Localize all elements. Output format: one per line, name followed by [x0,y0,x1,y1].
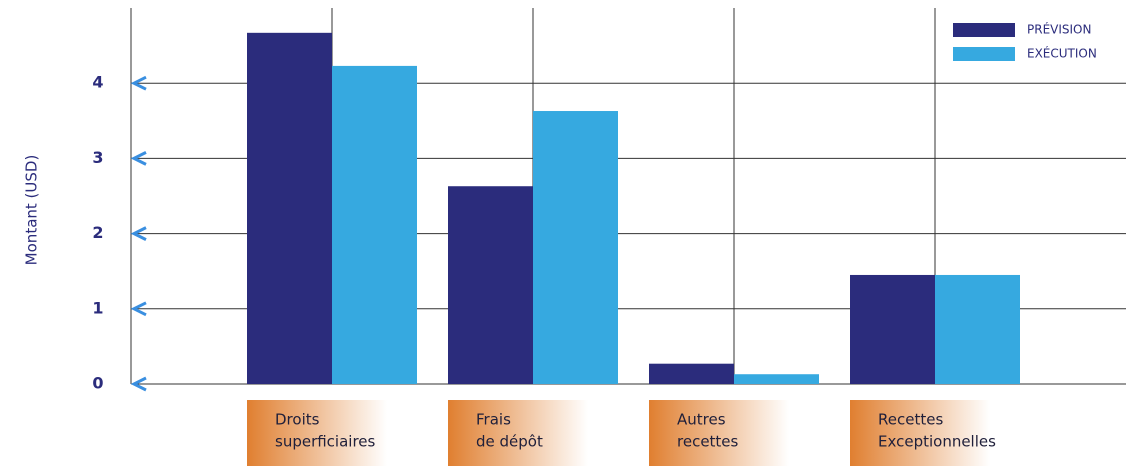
category-box [448,400,588,466]
bar [332,65,417,385]
bar [533,111,618,385]
bar [734,374,819,384]
x-tick-label: Droits [275,411,320,429]
tick-arrow [130,301,147,317]
legend-swatch [953,23,1015,37]
bar [850,274,935,384]
bar [649,363,734,384]
tick-arrow [130,376,147,392]
x-tick-label: superficiaires [275,433,376,451]
bar [448,186,533,384]
x-tick-label: Frais [476,411,511,429]
y-tick-label: 2 [92,223,103,242]
category-box [247,400,387,466]
legend-swatch [953,47,1015,61]
category-box [649,400,789,466]
bar [247,32,332,384]
x-tick-label: Exceptionnelles [878,433,996,451]
x-tick-label: Autres [677,411,726,429]
tick-arrow [130,75,147,91]
bar [935,274,1020,384]
y-tick-label: 0 [92,374,103,393]
tick-arrow [130,226,147,241]
y-tick-label: 1 [92,298,103,317]
x-tick-label: Recettes [878,411,943,429]
legend-label: PRÉVISION [1027,22,1091,37]
x-tick-label: de dépôt [476,433,543,451]
legend-label: EXÉCUTION [1027,46,1097,61]
y-tick-label: 4 [92,73,103,92]
x-tick-label: recettes [677,433,739,451]
category-box [850,400,990,466]
tick-arrow [130,151,147,166]
y-tick-label: 3 [92,148,103,167]
y-axis-label: Montant (USD) [23,155,41,266]
